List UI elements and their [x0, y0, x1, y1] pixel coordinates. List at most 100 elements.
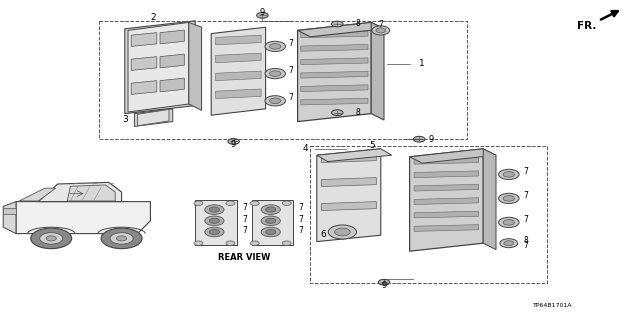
Circle shape: [266, 229, 276, 235]
Circle shape: [504, 241, 514, 246]
Circle shape: [269, 71, 281, 76]
Circle shape: [261, 205, 280, 214]
Circle shape: [265, 68, 285, 79]
Polygon shape: [216, 53, 261, 63]
Text: 7: 7: [524, 167, 529, 176]
Text: 3: 3: [122, 116, 127, 124]
Polygon shape: [160, 54, 184, 68]
Text: 7: 7: [289, 93, 294, 102]
Polygon shape: [19, 188, 56, 201]
Polygon shape: [67, 185, 115, 201]
Circle shape: [503, 196, 515, 201]
Circle shape: [205, 227, 224, 237]
Circle shape: [503, 172, 515, 177]
Text: 1: 1: [419, 60, 425, 68]
Circle shape: [282, 241, 291, 245]
Circle shape: [376, 28, 386, 33]
Polygon shape: [16, 202, 150, 234]
Circle shape: [40, 233, 63, 244]
Polygon shape: [216, 71, 261, 81]
Text: 8: 8: [524, 236, 528, 245]
Text: 5: 5: [370, 141, 375, 150]
Polygon shape: [38, 182, 122, 202]
Circle shape: [226, 201, 235, 205]
Circle shape: [228, 139, 239, 144]
Polygon shape: [160, 78, 184, 92]
Circle shape: [209, 229, 220, 235]
Circle shape: [499, 217, 519, 228]
Bar: [195, 200, 237, 245]
Polygon shape: [131, 81, 157, 94]
Text: 7: 7: [298, 204, 303, 212]
Circle shape: [269, 98, 281, 104]
Polygon shape: [317, 149, 392, 162]
Circle shape: [209, 218, 220, 223]
Polygon shape: [414, 184, 479, 191]
Text: 7: 7: [524, 215, 529, 224]
Text: 7: 7: [524, 241, 529, 250]
Polygon shape: [317, 149, 381, 242]
Text: 7: 7: [524, 191, 529, 200]
Circle shape: [499, 169, 519, 180]
Polygon shape: [414, 171, 479, 178]
Polygon shape: [414, 211, 479, 218]
Circle shape: [332, 110, 343, 116]
Text: 7: 7: [242, 204, 247, 212]
Text: 9: 9: [231, 140, 236, 149]
Circle shape: [500, 239, 518, 248]
Text: 9: 9: [429, 135, 434, 144]
Circle shape: [378, 279, 390, 285]
Circle shape: [503, 220, 515, 225]
Circle shape: [101, 228, 142, 249]
Polygon shape: [301, 31, 368, 38]
Text: 8: 8: [355, 108, 360, 117]
Text: 6: 6: [320, 230, 326, 239]
Polygon shape: [321, 178, 376, 187]
Circle shape: [261, 216, 280, 226]
Text: 4: 4: [303, 144, 308, 153]
Polygon shape: [189, 22, 202, 110]
Polygon shape: [483, 149, 496, 250]
Circle shape: [46, 236, 56, 241]
Bar: [252, 200, 293, 245]
Circle shape: [266, 207, 276, 212]
Circle shape: [257, 12, 268, 18]
Circle shape: [265, 96, 285, 106]
Polygon shape: [131, 57, 157, 70]
Text: 9: 9: [381, 281, 387, 290]
Polygon shape: [414, 157, 479, 164]
Circle shape: [250, 241, 259, 245]
Polygon shape: [414, 198, 479, 204]
Circle shape: [194, 201, 203, 205]
Text: 2: 2: [151, 13, 156, 22]
Polygon shape: [128, 22, 189, 112]
Polygon shape: [321, 154, 376, 163]
Polygon shape: [160, 30, 184, 44]
Text: 7: 7: [289, 66, 294, 75]
Circle shape: [31, 228, 72, 249]
Circle shape: [269, 44, 281, 49]
Circle shape: [205, 216, 224, 226]
Circle shape: [205, 205, 224, 214]
Text: REAR VIEW: REAR VIEW: [218, 253, 270, 262]
Circle shape: [413, 136, 425, 142]
Circle shape: [116, 236, 127, 241]
Circle shape: [499, 193, 519, 204]
Polygon shape: [414, 225, 479, 231]
Text: 8: 8: [355, 19, 360, 28]
Polygon shape: [216, 89, 261, 99]
Circle shape: [332, 21, 343, 27]
Text: 7: 7: [378, 20, 383, 29]
Circle shape: [261, 227, 280, 237]
Circle shape: [110, 233, 133, 244]
Polygon shape: [410, 149, 483, 251]
Polygon shape: [301, 85, 368, 92]
Polygon shape: [138, 109, 169, 126]
Text: FR.: FR.: [577, 20, 596, 31]
Text: TP64B1701A: TP64B1701A: [533, 303, 573, 308]
Circle shape: [372, 26, 390, 35]
Text: 7: 7: [298, 215, 303, 224]
Circle shape: [194, 241, 203, 245]
Circle shape: [335, 228, 350, 236]
Bar: [3, 208, 16, 214]
